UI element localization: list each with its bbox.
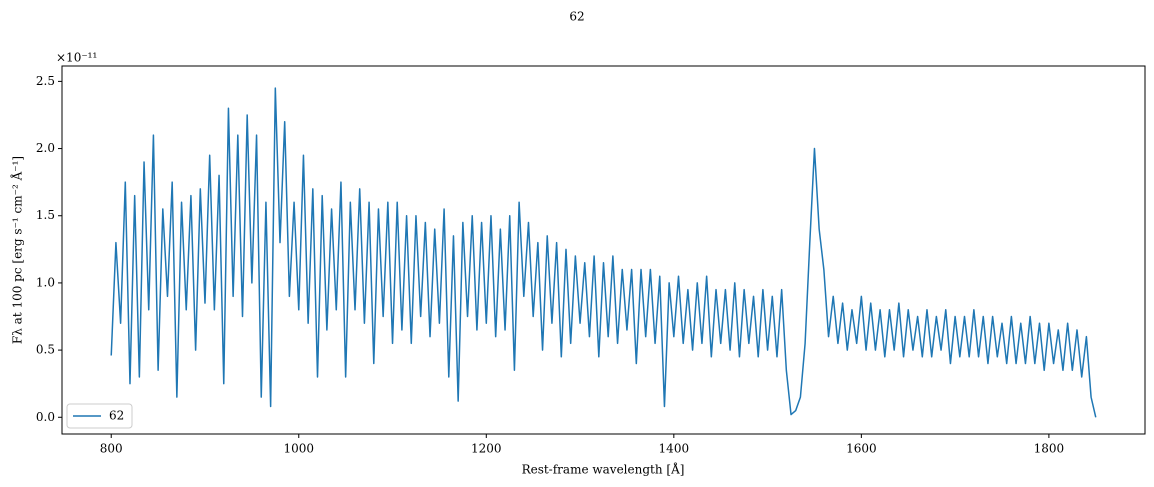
y-tick-label: 1.0	[36, 275, 55, 289]
x-tick-label: 800	[100, 442, 123, 456]
y-tick-label: 0.5	[36, 343, 55, 357]
x-tick-label: 1800	[1034, 442, 1065, 456]
y-tick-label: 2.0	[36, 141, 55, 155]
y-tick-label: 1.5	[36, 208, 55, 222]
plot-frame	[61, 65, 1146, 435]
y-axis-label: Fλ at 100 pc [erg s⁻¹ cm⁻² Å⁻¹]	[10, 156, 25, 344]
chart-title: 62	[569, 10, 584, 24]
x-tick-label: 1000	[283, 442, 314, 456]
x-tick-label: 1400	[659, 442, 690, 456]
x-tick-label: 1200	[471, 442, 502, 456]
legend-label: 62	[109, 409, 124, 423]
x-tick-label: 1600	[846, 442, 877, 456]
y-offset-label: ×10⁻¹¹	[56, 51, 97, 65]
y-tick-label: 0.0	[36, 410, 55, 424]
y-tick-label: 2.5	[36, 74, 55, 88]
x-axis-label: Rest-frame wavelength [Å]	[522, 462, 685, 477]
spectrum-line	[110, 87, 1097, 418]
